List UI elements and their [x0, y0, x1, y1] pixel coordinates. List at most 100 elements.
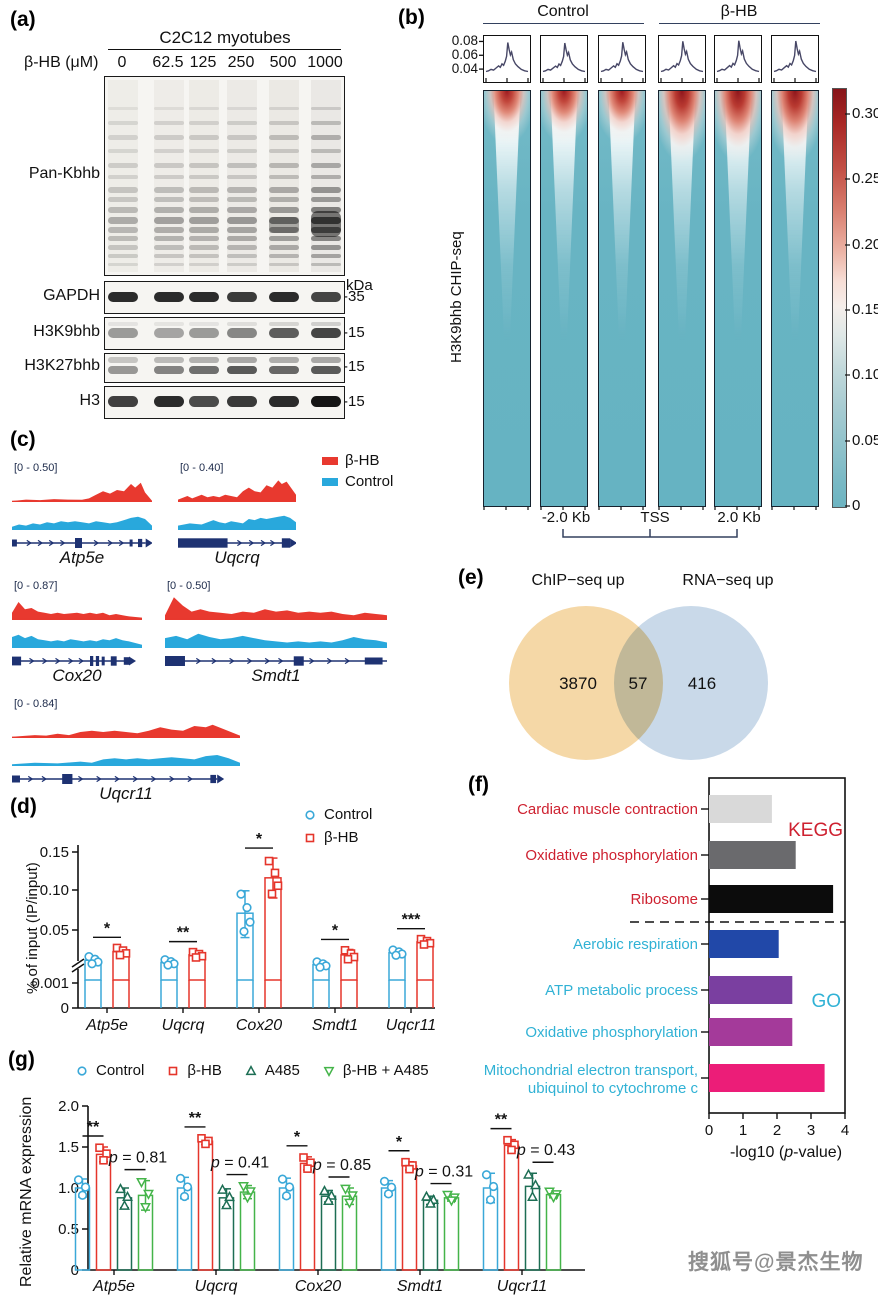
colorbar-tick-label: 0.30 [852, 105, 878, 122]
heatmap-redcap [715, 91, 761, 220]
profile-plot [771, 35, 819, 83]
legend-item: A485 [244, 1062, 300, 1079]
profile-ytick-label: 0.08 [451, 33, 478, 49]
panel-d-chart: 00.0010.050.100.15*Atp5e**Uqcrq*Cox20*Sm… [31, 831, 436, 1034]
svg-text:2: 2 [773, 1122, 781, 1139]
profile-ytick-label: 0.06 [451, 47, 478, 63]
blot-row-label: GAPDH [43, 286, 100, 304]
blot-gapdh [104, 281, 345, 314]
svg-text:GO: GO [811, 991, 841, 1012]
legend-label: Control [324, 806, 373, 823]
legend-label: Control [345, 473, 394, 490]
gene-model [178, 536, 298, 555]
svg-text:***: *** [402, 912, 421, 929]
svg-text:Mitochondrial electron transpo: Mitochondrial electron transport, [484, 1062, 698, 1079]
blot-h3k27bhb [104, 353, 345, 383]
blot-row-label: H3 [79, 391, 100, 409]
heatmap-redcap [599, 91, 645, 195]
gene-name: Smdt1 [251, 666, 301, 685]
gene-name: Atp5e [59, 548, 105, 567]
svg-text:*: * [332, 922, 339, 939]
track-signal-bhb [12, 714, 240, 743]
svg-text:p = 0.41: p = 0.41 [210, 1155, 269, 1172]
svg-text:-log10 (p-value): -log10 (p-value) [730, 1144, 842, 1161]
svg-text:Cardiac muscle contraction: Cardiac muscle contraction [517, 801, 698, 818]
gene-model [12, 654, 142, 673]
gene-model [165, 654, 387, 673]
svg-text:Smdt1: Smdt1 [397, 1278, 443, 1295]
svg-text:**: ** [177, 925, 190, 942]
track-signal-control [12, 626, 142, 653]
colorbar-tick-label: 0.05 [852, 432, 878, 449]
svg-text:ubiquinol to cytochrome c: ubiquinol to cytochrome c [528, 1080, 699, 1097]
svg-text:Smdt1: Smdt1 [312, 1017, 358, 1034]
track-scale-label: [0 - 0.50] [167, 580, 211, 592]
profile-plot [540, 35, 588, 83]
panel-d-y-axis-label: % of input (IP/input) [24, 862, 41, 994]
svg-text:KEGG: KEGG [788, 820, 843, 841]
svg-text:*: * [396, 1134, 403, 1151]
track-scale-label: [0 - 0.84] [14, 698, 58, 710]
track-scale-label: [0 - 0.50] [14, 462, 58, 474]
svg-text:0: 0 [61, 1000, 69, 1017]
dose-value: 62.5 [152, 54, 184, 71]
panel-b-control-rule [483, 23, 644, 24]
blot-row-label: H3K9bhb [33, 322, 100, 340]
legend-label: A485 [264, 1062, 300, 1079]
colorbar-tick-label: 0.20 [852, 236, 878, 253]
blot-row-label: H3K27bhb [24, 357, 100, 374]
dose-value: 1000 [307, 54, 343, 71]
svg-text:2.0: 2.0 [58, 1098, 79, 1115]
legend-label: β-HB [187, 1062, 222, 1079]
kda-marker: -15 [343, 392, 365, 410]
panel-b-y-axis-label: H3K9bhb CHIP-seq [448, 231, 465, 364]
profile-ytick-label: 0.04 [451, 61, 478, 77]
svg-text:**: ** [189, 1110, 202, 1127]
control-swatch [322, 477, 338, 486]
track-signal-control [165, 626, 387, 653]
panel-a-label: (a) [10, 8, 36, 31]
panel-a-kda-unit: kDa [346, 277, 373, 294]
heatmap-redcap [541, 91, 587, 195]
colorbar-tick-label: 0.10 [852, 366, 878, 383]
svg-text:p = 0.31: p = 0.31 [414, 1164, 473, 1181]
kda-marker: -15 [343, 358, 365, 375]
profile-plot [714, 35, 762, 83]
svg-text:Oxidative phosphorylation: Oxidative phosphorylation [525, 1024, 698, 1041]
panel-a-header-rule [108, 49, 341, 50]
svg-text:0.10: 0.10 [40, 882, 69, 899]
track-scale-label: [0 - 0.87] [14, 580, 58, 592]
svg-text:Uqcr11: Uqcr11 [386, 1017, 436, 1034]
svg-text:0.15: 0.15 [40, 844, 69, 861]
gene-model [12, 536, 153, 555]
heatmap-column [714, 90, 762, 507]
panel-a-dose-label: β-HB (μM) [24, 54, 99, 71]
heatmap-redcap [484, 91, 530, 195]
svg-text:p = 0.43: p = 0.43 [516, 1142, 575, 1159]
venn-overlap-count: 57 [628, 674, 648, 693]
legend-label: Control [96, 1062, 145, 1079]
profile-plot [658, 35, 706, 83]
svg-text:0.5: 0.5 [58, 1221, 79, 1238]
dose-value: 0 [117, 54, 127, 71]
panel-d-label: (d) [10, 795, 37, 818]
svg-text:Atp5e: Atp5e [92, 1278, 135, 1295]
svg-text:0: 0 [71, 1262, 79, 1279]
panel-b-bhb-rule [659, 23, 820, 24]
svg-text:3: 3 [807, 1122, 815, 1139]
colorbar-tick-label: 0.25 [852, 170, 878, 187]
svg-text:Oxidative phosphorylation: Oxidative phosphorylation [525, 847, 698, 864]
heatmap-column [658, 90, 706, 507]
gene-name: Uqcrq [214, 548, 260, 567]
gene-model [12, 772, 240, 791]
panel-b-group-control: Control [537, 3, 589, 20]
venn-left-set-label: ChIP−seq up [531, 572, 625, 589]
panel-d-legend: Control β-HB [303, 806, 372, 852]
bhb-swatch [322, 456, 338, 465]
legend-label: β-HB + A485 [342, 1062, 429, 1079]
venn-right-set-label: RNA−seq up [682, 572, 774, 589]
venn-right-count: 416 [687, 674, 717, 693]
venn-left-count: 3870 [559, 674, 597, 693]
panel-b-x-label: 2.0 Kb [717, 509, 761, 526]
